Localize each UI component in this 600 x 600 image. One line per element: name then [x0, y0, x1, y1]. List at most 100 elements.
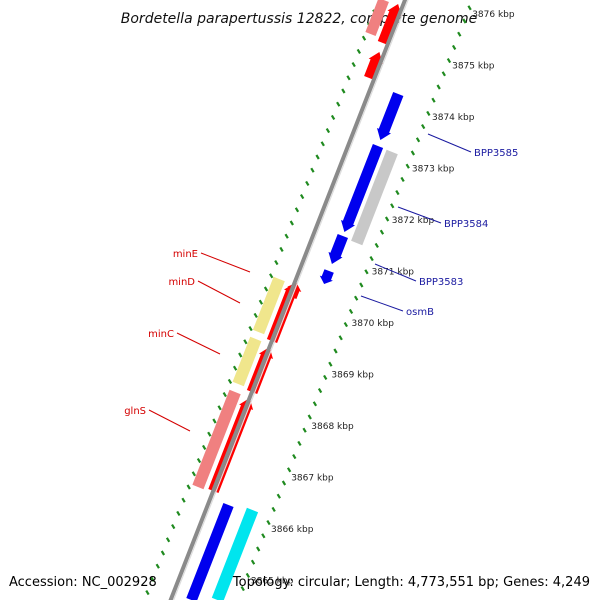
- tick-mark-inner: [410, 150, 416, 156]
- tick-mark-outer: [176, 510, 181, 516]
- tick-mark-outer: [217, 405, 222, 411]
- accession-text: Accession: NC_002928: [9, 575, 157, 590]
- forward-feature-pale: [192, 389, 241, 490]
- tick-mark-inner: [292, 454, 297, 460]
- feature-label-left: minD: [168, 277, 195, 288]
- tick-mark-outer: [196, 458, 202, 464]
- tick-mark-outer: [341, 88, 346, 94]
- feature-label-left: glnS: [124, 406, 146, 417]
- reverse-feature-gray: [351, 149, 398, 246]
- tick-mark-inner: [317, 388, 323, 394]
- tick-mark-inner: [348, 308, 354, 314]
- tick-mark-inner: [462, 18, 467, 24]
- tick-mark-outer: [238, 352, 243, 358]
- tick-mark-inner: [390, 203, 395, 209]
- tick-mark-outer: [181, 497, 186, 503]
- tick-mark-inner: [281, 480, 287, 486]
- tick-mark-inner: [379, 229, 385, 235]
- reverse-feature-arrow: [328, 234, 348, 264]
- tick-mark-inner: [286, 467, 292, 473]
- tick-mark-inner: [467, 5, 472, 11]
- tick-mark-inner: [405, 163, 410, 169]
- map-title: Bordetella parapertussis 12822, complete…: [121, 11, 477, 27]
- feature-leader-line: [360, 295, 404, 312]
- ruler-label: 3874 kbp: [432, 113, 475, 123]
- backbone-line: [168, 0, 408, 600]
- feature-leader-line: [397, 206, 442, 224]
- tick-mark-inner: [374, 242, 379, 248]
- tick-mark-outer: [294, 207, 300, 213]
- tick-mark-inner: [436, 84, 441, 90]
- tick-mark-outer: [269, 273, 274, 279]
- feature-label-right: BPP3584: [444, 219, 488, 230]
- feature-label-right: osmB: [406, 307, 434, 318]
- tick-mark-inner: [250, 559, 256, 565]
- tick-mark-inner: [297, 440, 302, 446]
- tick-mark-outer: [222, 392, 227, 398]
- backbone-highlight: [172, 0, 409, 600]
- feature-leader-line: [427, 133, 472, 153]
- tick-mark-inner: [426, 110, 431, 116]
- tick-mark-outer: [202, 444, 207, 450]
- tick-mark-inner: [323, 374, 328, 380]
- tick-mark-outer: [320, 141, 325, 147]
- tick-mark-outer: [310, 167, 315, 173]
- tick-mark-inner: [431, 97, 436, 103]
- tick-mark-outer: [171, 524, 176, 530]
- ruler-label: 3867 kbp: [291, 474, 334, 484]
- forward-feature-arrow: [364, 52, 383, 80]
- tick-mark-outer: [191, 471, 196, 477]
- tick-mark-inner: [400, 176, 405, 182]
- feature-leader-line: [176, 332, 221, 355]
- tick-mark-outer: [330, 114, 336, 120]
- forward-feature-pale: [365, 0, 389, 36]
- backbone: [168, 0, 409, 600]
- tick-mark-outer: [186, 484, 191, 490]
- tick-mark-inner: [343, 322, 348, 328]
- ruler-label: 3868 kbp: [311, 422, 354, 432]
- tick-mark-outer: [361, 35, 367, 41]
- reverse-feature-cyan: [211, 507, 259, 600]
- tick-mark-outer: [145, 590, 150, 596]
- feature-label-left: minC: [148, 329, 174, 340]
- ruler-label: 3871 kbp: [372, 268, 415, 278]
- tick-mark-inner: [266, 520, 271, 526]
- tick-mark-outer: [263, 286, 269, 292]
- tick-mark-outer: [165, 537, 171, 543]
- tick-mark-inner: [451, 44, 457, 50]
- ruler-label: 3865 kbp: [251, 577, 294, 587]
- ruler: 3876 kbp 3875 kbp 3874 kbp 3873 kbp 3872 kbp…: [251, 10, 515, 587]
- feature-labels: minE minD minC glnS BPP3585 BPP3584 BPP3583 osm…: [124, 133, 518, 432]
- reverse-feature-arrow: [186, 503, 234, 600]
- tick-mark-inner: [415, 137, 421, 143]
- tick-mark-outer: [258, 299, 264, 305]
- forward-feature-yellow: [232, 336, 262, 387]
- ruler-label: 3876 kbp: [472, 10, 515, 20]
- ruler-label: 3869 kbp: [331, 371, 374, 381]
- tick-mark-inner: [441, 71, 446, 77]
- tick-mark-inner: [240, 586, 245, 592]
- tick-mark-inner: [384, 216, 390, 222]
- topology-summary: Topology: circular; Length: 4,773,551 bp…: [232, 575, 590, 590]
- feature-leader-line: [148, 409, 191, 432]
- reverse-feature-arrow: [341, 144, 384, 232]
- tick-mark-outer: [356, 48, 361, 54]
- tick-mark-outer: [305, 180, 310, 186]
- tick-mark-inner: [245, 572, 251, 578]
- tick-mark-outer: [346, 75, 351, 81]
- feature-label-right: BPP3583: [419, 277, 463, 288]
- tick-mark-outer: [351, 62, 356, 68]
- feature-leader-line: [200, 252, 251, 273]
- tick-mark-outer: [284, 233, 289, 239]
- forward-feature-yellow: [252, 276, 285, 335]
- tick-mark-inner: [359, 282, 364, 288]
- tick-mark-inner: [261, 533, 266, 539]
- tick-mark-inner: [364, 269, 369, 275]
- tick-mark-inner: [338, 335, 343, 341]
- tick-mark-inner: [354, 295, 359, 301]
- tick-mark-outer: [315, 154, 320, 160]
- feature-leader-line: [197, 280, 241, 304]
- reverse-feature-arrow: [377, 92, 404, 140]
- tick-mark-outer: [299, 194, 305, 200]
